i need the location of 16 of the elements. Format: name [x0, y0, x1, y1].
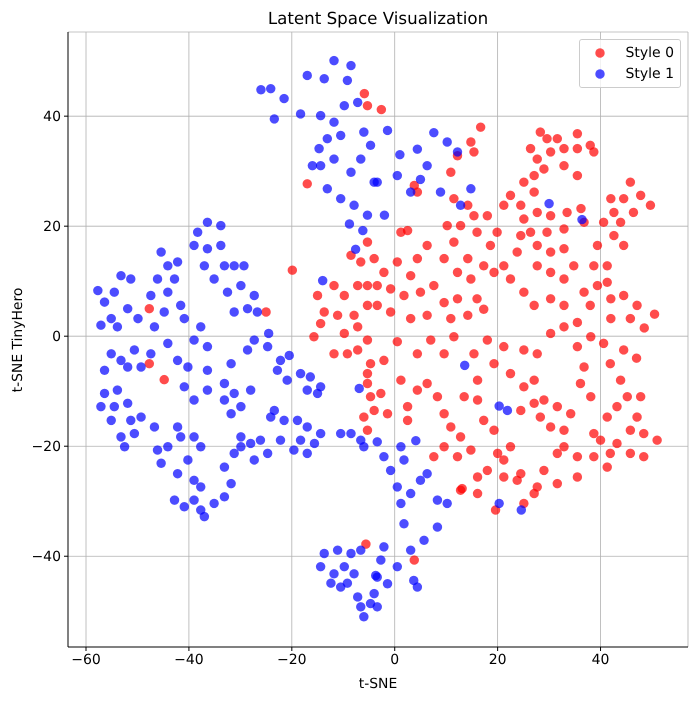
y-tick-label: 0	[52, 329, 61, 346]
y-tick-label: −20	[31, 439, 61, 456]
chart-title: Latent Space Visualization	[268, 8, 488, 28]
y-tick-label: −40	[31, 549, 61, 566]
legend-label: Style 1	[625, 66, 674, 82]
x-tick-label: 20	[488, 652, 507, 668]
x-tick-label: 40	[592, 652, 610, 668]
y-tick-label: 20	[43, 219, 61, 236]
legend-label: Style 0	[625, 45, 674, 62]
x-tick-label: 0	[390, 652, 400, 668]
x-tick-label: −20	[277, 652, 307, 668]
x-axis-title: t-SNE	[358, 676, 398, 692]
x-tick-label: −60	[71, 652, 101, 668]
y-tick-label: 40	[43, 109, 61, 126]
x-tick-label: −40	[174, 652, 204, 668]
y-axis-title: t-SNE TinyHero	[10, 287, 26, 392]
